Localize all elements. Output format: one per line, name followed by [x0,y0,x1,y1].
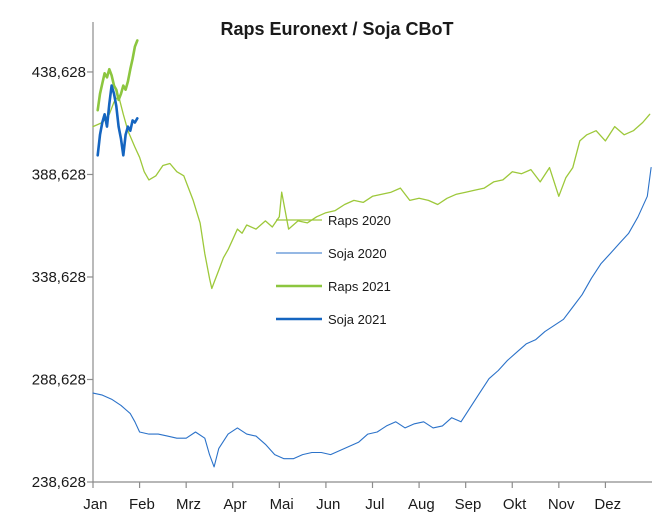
y-tick-label: 288,628 [32,371,86,388]
x-tick-label: Mrz [176,496,201,513]
chart-title: Raps Euronext / Soja CBoT [220,19,453,39]
series-line-soja-2021 [96,84,139,157]
legend-label: Raps 2020 [328,213,391,228]
x-tick-label: Feb [129,496,155,513]
x-tick-label: Okt [503,496,527,513]
x-tick-label: Jul [365,496,384,513]
x-tick-label: Jan [83,496,107,513]
y-tick-label: 338,628 [32,269,86,286]
legend-label: Soja 2020 [328,246,387,261]
x-tick-label: Sep [455,496,482,513]
x-tick-label: Aug [408,496,435,513]
series-line-raps-2021 [96,39,139,112]
y-tick-label: 438,628 [32,64,86,81]
x-axis-ticks: Jan Feb Mrz Apr Mai Jun Jul Aug Sep Okt Nov Dez [83,482,621,513]
legend-label: Soja 2021 [328,312,387,327]
y-axis-ticks: 238,628 288,628 338,628 388,628 438,628 [32,64,93,491]
x-tick-label: Apr [223,496,246,513]
series-line-soja-2020 [92,167,652,468]
x-tick-label: Dez [594,496,621,513]
y-tick-label: 238,628 [32,474,86,491]
legend: Raps 2020 Soja 2020 Raps 2021 Soja 2021 [276,213,391,327]
x-tick-label: Nov [548,496,575,513]
x-tick-label: Jun [316,496,340,513]
y-tick-label: 388,628 [32,166,86,183]
x-tick-label: Mai [270,496,294,513]
legend-label: Raps 2021 [328,279,391,294]
